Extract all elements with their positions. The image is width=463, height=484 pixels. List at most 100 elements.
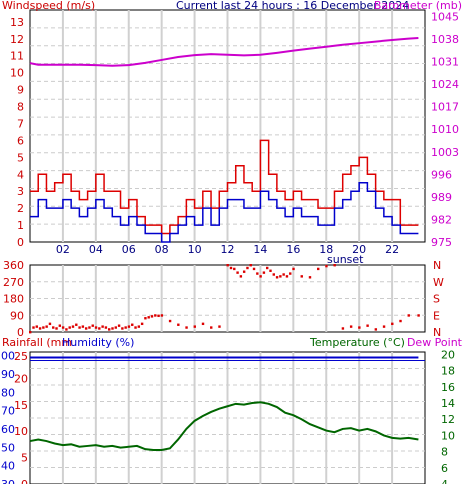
direction-point xyxy=(154,314,157,317)
direction-point xyxy=(285,275,289,278)
wind-tick-label: 2 xyxy=(17,202,24,215)
direction-point xyxy=(131,323,134,326)
direction-point xyxy=(84,327,88,330)
direction-point xyxy=(75,323,78,326)
wind-tick-label: 5 xyxy=(17,151,24,164)
series-speed xyxy=(30,181,419,243)
direction-point xyxy=(98,327,101,330)
direction-point xyxy=(101,325,104,328)
barometer-tick-label: 1045 xyxy=(431,10,459,23)
direction-point xyxy=(42,326,45,329)
chart-title: Current last 24 hours : 16 December 2024 xyxy=(176,0,409,12)
direction-point xyxy=(78,326,81,329)
wind-tick-label: 10 xyxy=(10,67,24,80)
direction-point xyxy=(61,326,65,329)
direction-point xyxy=(374,328,378,331)
hour-tick-label: 12 xyxy=(221,243,235,256)
hour-tick-label: 04 xyxy=(89,243,103,256)
hour-tick-label: 02 xyxy=(56,243,70,256)
wind-tick-label: 13 xyxy=(10,16,24,29)
direction-point xyxy=(88,326,91,329)
hour-tick-label: 16 xyxy=(286,243,300,256)
direction-point xyxy=(32,326,35,329)
wind-tick-label: 0 xyxy=(17,236,24,249)
direction-point xyxy=(104,326,108,329)
hour-tick-label: 14 xyxy=(253,243,267,256)
direction-point xyxy=(185,326,188,329)
humidity-tick-label: 70 xyxy=(1,405,15,418)
direction-point xyxy=(65,328,68,331)
hour-tick-label: 22 xyxy=(385,243,399,256)
rain-tick-label: 15 xyxy=(14,399,28,412)
direction-point xyxy=(168,319,172,323)
humidity-tick-label: 40 xyxy=(1,460,15,473)
direction-point xyxy=(308,276,312,279)
barometer-tick-label: 989 xyxy=(431,191,452,204)
direction-point xyxy=(256,272,259,275)
direction-point xyxy=(140,322,144,326)
direction-point xyxy=(246,266,249,270)
direction-point xyxy=(45,325,48,328)
wind-tick-label: 3 xyxy=(17,185,24,198)
rain-tick-label: 0 xyxy=(21,478,28,484)
direction-panel-grid xyxy=(30,265,425,332)
temperature-tick-label: 4 xyxy=(441,478,448,484)
series-temperature xyxy=(29,401,419,451)
hour-tick-label: 20 xyxy=(352,243,366,256)
wind-tick-label: 12 xyxy=(10,33,24,46)
temperature-tick-label: 10 xyxy=(441,429,455,442)
direction-point xyxy=(233,267,236,271)
direction-tick-label: 180 xyxy=(3,293,24,306)
direction-point xyxy=(201,322,205,326)
direction-point xyxy=(177,323,180,326)
series-barometer xyxy=(29,37,419,67)
wind-panel-grid xyxy=(30,10,425,242)
direction-point xyxy=(279,275,282,278)
direction-point xyxy=(48,322,52,326)
direction-point xyxy=(127,325,131,328)
direction-point xyxy=(275,276,279,279)
direction-point xyxy=(144,317,147,320)
temperature-tick-label: 8 xyxy=(441,446,448,459)
direction-point xyxy=(81,325,85,328)
hour-tick-label: 18 xyxy=(319,243,333,256)
humidity-axis-title: Humidity (%) xyxy=(62,336,134,349)
barometer-tick-label: 996 xyxy=(431,168,452,181)
humidity-tick-label: 30 xyxy=(1,478,15,484)
barometer-tick-label: 1038 xyxy=(431,33,459,46)
temperature-tick-label: 6 xyxy=(441,462,448,475)
direction-point xyxy=(382,325,386,328)
direction-point xyxy=(111,327,114,330)
direction-point xyxy=(239,275,243,278)
wind-tick-label: 7 xyxy=(17,117,24,130)
temperature-tick-label: 12 xyxy=(441,413,455,426)
hour-tick-label: 08 xyxy=(155,243,169,256)
direction-point xyxy=(229,266,233,270)
direction-point xyxy=(366,324,369,327)
barometer-tick-label: 1003 xyxy=(431,146,459,159)
direction-point xyxy=(292,267,295,271)
barometer-tick-label: 1031 xyxy=(431,56,459,69)
humidity-tick-label: 50 xyxy=(1,441,15,454)
temperature-axis-title: Temperature (°C) xyxy=(309,336,405,349)
direction-point xyxy=(289,272,292,275)
direction-point xyxy=(218,325,221,328)
direction-tick-label: 0 xyxy=(17,326,24,339)
direction-point xyxy=(252,267,256,271)
direction-point xyxy=(358,326,361,329)
direction-point xyxy=(29,331,32,334)
direction-point xyxy=(226,264,229,267)
direction-point xyxy=(349,325,353,328)
humidity-tick-label: 100 xyxy=(0,350,15,363)
dewpoint-axis-title: Dew Point xyxy=(407,336,463,349)
direction-point xyxy=(269,269,272,272)
temperature-tick-label: 14 xyxy=(441,397,455,410)
direction-point xyxy=(325,264,328,268)
barometer-tick-label: 1010 xyxy=(431,123,459,136)
direction-tick-label: 360 xyxy=(3,259,24,272)
wind-tick-label: 1 xyxy=(17,219,24,232)
direction-point xyxy=(417,314,420,317)
direction-point xyxy=(121,327,124,330)
rain-tick-label: 10 xyxy=(14,425,28,438)
